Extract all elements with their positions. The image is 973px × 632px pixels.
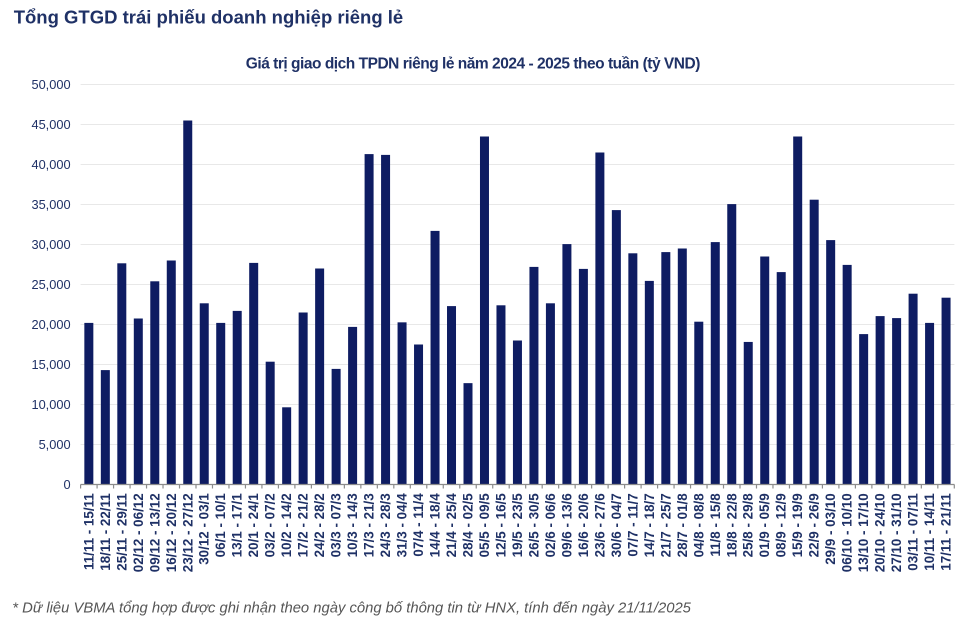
svg-text:02/6 - 06/6: 02/6 - 06/6 (543, 493, 558, 557)
svg-text:20,000: 20,000 (31, 317, 70, 332)
svg-text:24/3 - 28/3: 24/3 - 28/3 (378, 493, 393, 557)
svg-text:0: 0 (63, 477, 70, 492)
svg-text:17/3 - 21/3: 17/3 - 21/3 (362, 493, 377, 557)
svg-text:23/12 - 27/12: 23/12 - 27/12 (180, 493, 195, 572)
svg-text:10,000: 10,000 (31, 397, 70, 412)
svg-text:15,000: 15,000 (31, 357, 70, 372)
svg-text:10/2 - 14/2: 10/2 - 14/2 (279, 493, 294, 557)
svg-text:10/11 - 14/11: 10/11 - 14/11 (922, 493, 937, 571)
svg-text:07/4 - 11/4: 07/4 - 11/4 (411, 493, 426, 557)
svg-text:17/2 - 21/2: 17/2 - 21/2 (296, 493, 311, 557)
svg-text:03/2 - 07/2: 03/2 - 07/2 (263, 493, 278, 557)
svg-text:45,000: 45,000 (31, 117, 70, 132)
svg-text:09/6 - 13/6: 09/6 - 13/6 (559, 493, 574, 557)
svg-text:25,000: 25,000 (31, 277, 70, 292)
svg-text:31/3 - 04/4: 31/3 - 04/4 (395, 493, 410, 558)
svg-text:27/10 - 31/10: 27/10 - 31/10 (889, 493, 904, 572)
svg-text:11/8 - 15/8: 11/8 - 15/8 (708, 493, 723, 557)
svg-text:05/5 - 09/5: 05/5 - 09/5 (477, 493, 492, 558)
svg-text:06/10 - 10/10: 06/10 - 10/10 (840, 493, 855, 572)
svg-text:25/11 - 29/11: 25/11 - 29/11 (114, 493, 129, 571)
svg-text:28/7 - 01/8: 28/7 - 01/8 (675, 493, 690, 558)
svg-text:12/5 - 16/5: 12/5 - 16/5 (493, 493, 508, 558)
svg-text:13/1 - 17/1: 13/1 - 17/1 (230, 493, 245, 558)
svg-text:15/9 - 19/9: 15/9 - 19/9 (790, 493, 805, 557)
svg-text:22/9 - 26/9: 22/9 - 26/9 (807, 493, 822, 557)
svg-text:24/2 - 28/2: 24/2 - 28/2 (312, 493, 327, 557)
svg-text:04/8 - 08/8: 04/8 - 08/8 (691, 493, 706, 558)
svg-text:* Dữ liệu VBMA tổng hợp được g: * Dữ liệu VBMA tổng hợp được ghi nhận th… (12, 601, 691, 617)
svg-text:29/9 - 03/10: 29/9 - 03/10 (823, 493, 838, 564)
svg-text:28/4 - 02/5: 28/4 - 02/5 (461, 493, 476, 558)
svg-text:08/9 - 12/9: 08/9 - 12/9 (774, 493, 789, 557)
svg-text:23/6 - 27/6: 23/6 - 27/6 (592, 493, 607, 557)
svg-text:19/5 - 23/5: 19/5 - 23/5 (510, 493, 525, 558)
svg-text:30/6 - 04/7: 30/6 - 04/7 (609, 493, 624, 557)
svg-text:02/12 - 06/12: 02/12 - 06/12 (131, 493, 146, 572)
svg-text:07/7 - 11/7: 07/7 - 11/7 (625, 493, 640, 556)
svg-text:5,000: 5,000 (39, 437, 71, 452)
svg-text:18/8 - 22/8: 18/8 - 22/8 (724, 493, 739, 558)
svg-text:21/7 - 25/7: 21/7 - 25/7 (658, 493, 673, 557)
svg-text:30/12 - 03/1: 30/12 - 03/1 (197, 493, 212, 565)
svg-text:16/6 - 20/6: 16/6 - 20/6 (576, 493, 591, 557)
svg-text:26/5 - 30/5: 26/5 - 30/5 (526, 493, 541, 558)
svg-text:18/11 - 22/11: 18/11 - 22/11 (98, 493, 113, 571)
svg-text:25/8 - 29/8: 25/8 - 29/8 (741, 493, 756, 558)
svg-text:Giá trị giao dịch TPDN riêng l: Giá trị giao dịch TPDN riêng lẻ năm 2024… (246, 55, 700, 72)
svg-text:06/1 - 10/1: 06/1 - 10/1 (213, 493, 228, 558)
svg-text:11/11 - 15/11: 11/11 - 15/11 (81, 493, 96, 570)
svg-text:Tổng GTGD trái phiếu doanh ngh: Tổng GTGD trái phiếu doanh nghiệp riêng … (14, 7, 404, 28)
svg-text:30,000: 30,000 (31, 237, 70, 252)
svg-text:20/10 - 24/10: 20/10 - 24/10 (873, 493, 888, 572)
svg-text:13/10 - 17/10: 13/10 - 17/10 (856, 493, 871, 572)
svg-text:20/1 - 24/1: 20/1 - 24/1 (246, 493, 261, 558)
svg-text:01/9 - 05/9: 01/9 - 05/9 (757, 493, 772, 557)
svg-text:35,000: 35,000 (31, 197, 70, 212)
svg-text:09/12 - 13/12: 09/12 - 13/12 (147, 493, 162, 572)
svg-text:21/4 - 25/4: 21/4 - 25/4 (444, 493, 459, 558)
svg-text:17/11 - 21/11: 17/11 - 21/11 (939, 493, 954, 571)
svg-text:16/12 - 20/12: 16/12 - 20/12 (164, 493, 179, 572)
svg-text:40,000: 40,000 (31, 157, 70, 172)
svg-text:14/7 - 18/7: 14/7 - 18/7 (642, 493, 657, 557)
svg-text:03/3 - 07/3: 03/3 - 07/3 (329, 493, 344, 557)
svg-text:14/4 - 18/4: 14/4 - 18/4 (428, 493, 443, 558)
svg-text:50,000: 50,000 (31, 77, 70, 92)
svg-text:03/11 - 07/11: 03/11 - 07/11 (906, 493, 921, 571)
svg-text:10/3 - 14/3: 10/3 - 14/3 (345, 493, 360, 557)
